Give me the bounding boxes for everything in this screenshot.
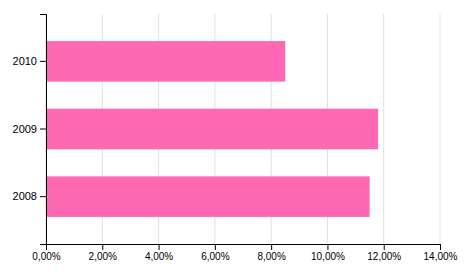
- x-tick-label: 4,00%: [145, 251, 173, 262]
- x-tick-mark: [159, 244, 160, 250]
- x-tick-mark: [327, 244, 328, 250]
- y-axis: 2010 2009 2008: [13, 15, 47, 245]
- x-tick-label: 12,00%: [367, 251, 401, 262]
- x-tick-mark: [215, 244, 216, 250]
- x-tick-mark: [271, 244, 272, 250]
- x-tick-label: 2,00%: [89, 251, 117, 262]
- x-tick: 4,00%: [145, 244, 173, 262]
- x-tick: 14,00%: [424, 244, 458, 262]
- grid-line: [440, 14, 441, 244]
- y-tick: 2008: [13, 190, 46, 202]
- x-tick-label: 8,00%: [257, 251, 285, 262]
- chart: 0,00% 2,00% 4,00% 6,00% 8,00% 10,00% 12,00% 14,…: [0, 0, 468, 274]
- grid-line: [383, 14, 384, 244]
- y-tick-label: 2009: [13, 123, 37, 135]
- bars: [46, 41, 378, 217]
- x-tick: 2,00%: [89, 244, 117, 262]
- x-tick: 12,00%: [367, 244, 401, 262]
- bar: [46, 176, 370, 217]
- x-tick: 10,00%: [311, 244, 345, 262]
- x-tick-label: 14,00%: [424, 251, 458, 262]
- x-tick-label: 10,00%: [311, 251, 345, 262]
- y-tick-mark: [40, 61, 46, 62]
- x-tick-label: 0,00%: [32, 251, 60, 262]
- y-tick-label: 2008: [13, 190, 37, 202]
- x-tick-mark: [384, 244, 385, 250]
- x-tick-label: 6,00%: [201, 251, 229, 262]
- y-tick: 2010: [13, 55, 46, 67]
- y-axis-line: [40, 15, 47, 245]
- y-tick-label: 2010: [13, 55, 37, 67]
- x-tick: 6,00%: [201, 244, 229, 262]
- plot: 0,00% 2,00% 4,00% 6,00% 8,00% 10,00% 12,00% 14,…: [13, 14, 458, 262]
- grid: [46, 14, 440, 244]
- x-tick-mark: [102, 244, 103, 250]
- bar: [46, 41, 285, 82]
- y-tick: 2009: [13, 123, 46, 135]
- bar: [46, 109, 378, 150]
- y-tick-mark: [40, 196, 46, 197]
- y-tick-mark: [40, 129, 46, 130]
- x-tick: 8,00%: [257, 244, 285, 262]
- x-axis: 0,00% 2,00% 4,00% 6,00% 8,00% 10,00% 12,00% 14,…: [32, 244, 457, 262]
- x-tick: 0,00%: [32, 244, 60, 262]
- x-axis-line: [47, 245, 441, 251]
- x-tick-mark: [440, 244, 441, 250]
